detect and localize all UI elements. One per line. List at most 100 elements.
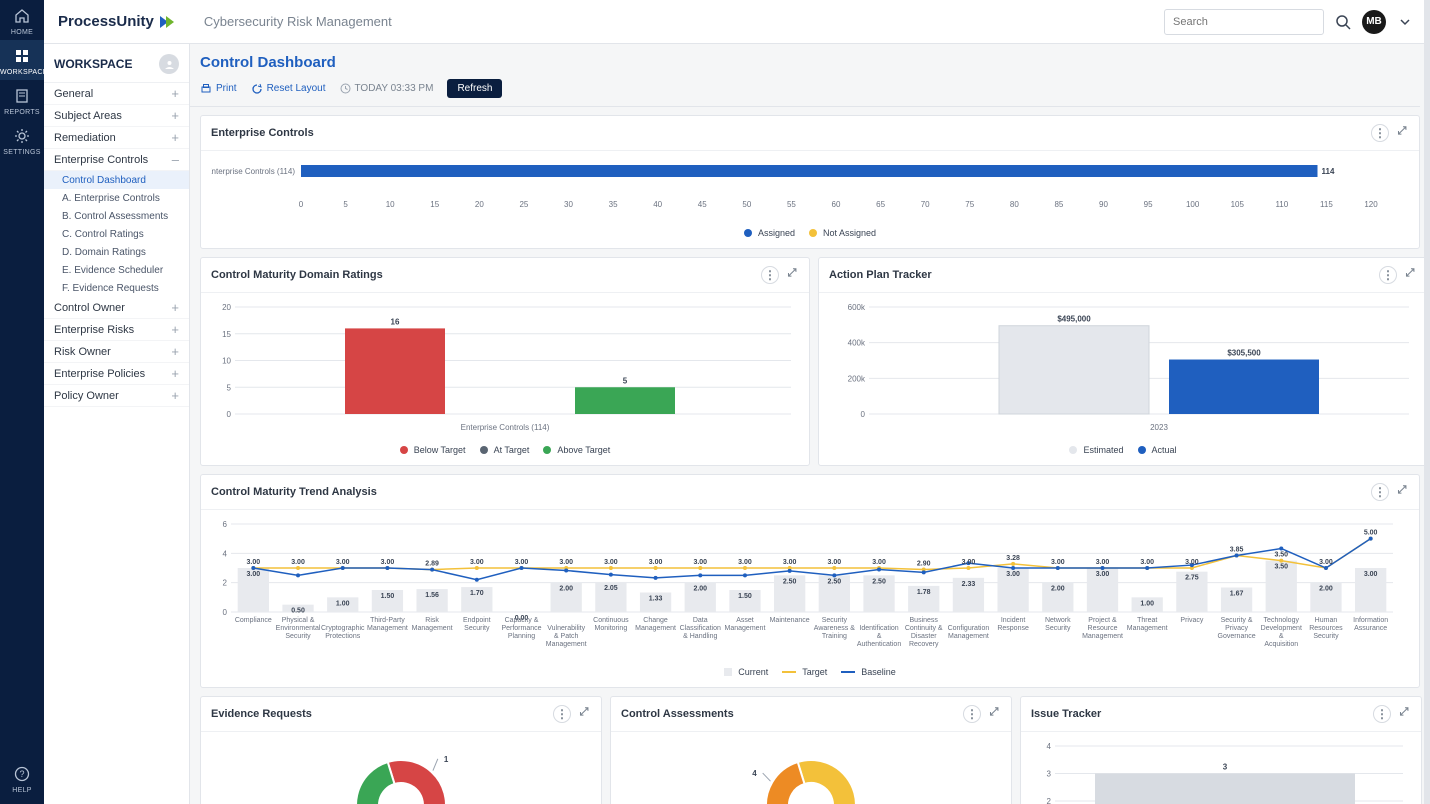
svg-text:Awareness &: Awareness & [814, 625, 855, 632]
sidebar-sub-item[interactable]: E. Evidence Scheduler [44, 261, 189, 279]
search-input[interactable] [1164, 9, 1324, 35]
svg-text:40: 40 [653, 200, 662, 209]
svg-text:2.75: 2.75 [1185, 575, 1199, 582]
sidebar-sub-item[interactable]: Control Dashboard [44, 171, 189, 189]
legend-item: Not Assigned [809, 228, 876, 238]
panel-menu[interactable]: ⋮ [963, 705, 981, 723]
svg-text:Enterprise Controls (114): Enterprise Controls (114) [211, 167, 295, 176]
sidebar-item[interactable]: Subject Areas+ [44, 105, 189, 127]
svg-text:Third-Party: Third-Party [370, 617, 405, 624]
svg-text:Authentication: Authentication [857, 641, 901, 648]
avatar[interactable]: MB [1362, 10, 1386, 34]
home-icon [14, 8, 30, 24]
sidebar-sub-item[interactable]: F. Evidence Requests [44, 279, 189, 297]
svg-text:3.00: 3.00 [1006, 571, 1020, 578]
svg-text:4: 4 [223, 549, 228, 558]
svg-text:& Handling: & Handling [683, 633, 717, 640]
rail-reports[interactable]: REPORTS [0, 80, 44, 120]
svg-text:3.00: 3.00 [559, 559, 573, 566]
svg-text:Capacity &: Capacity & [505, 617, 539, 624]
svg-text:0: 0 [299, 200, 304, 209]
rail-home[interactable]: HOME [0, 0, 44, 40]
svg-text:1.70: 1.70 [470, 590, 484, 597]
user-menu-chevron[interactable] [1394, 11, 1416, 33]
svg-text:3.50: 3.50 [1274, 552, 1288, 559]
brand: ProcessUnity [58, 13, 176, 31]
svg-text:15: 15 [222, 330, 231, 339]
svg-text:3.00: 3.00 [1051, 559, 1065, 566]
refresh-button[interactable]: Refresh [447, 79, 502, 98]
svg-text:Monitoring: Monitoring [595, 625, 628, 632]
svg-text:3: 3 [1223, 763, 1228, 772]
svg-text:2.00: 2.00 [693, 586, 707, 593]
svg-text:Security: Security [822, 617, 848, 624]
svg-text:1.00: 1.00 [336, 600, 350, 607]
sidebar-item[interactable]: Enterprise Risks+ [44, 319, 189, 341]
legend-item: At Target [480, 445, 530, 455]
panel-expand[interactable]: ⤢ [1395, 124, 1409, 138]
panel-menu[interactable]: ⋮ [1373, 705, 1391, 723]
panel-menu[interactable]: ⋮ [1371, 483, 1389, 501]
rail-workspace[interactable]: WORKSPACE [0, 40, 44, 80]
legend-item: Actual [1138, 445, 1177, 455]
svg-text:Recovery: Recovery [909, 641, 939, 648]
search-button[interactable] [1332, 11, 1354, 33]
expand-icon: + [171, 131, 179, 144]
svg-text:1.33: 1.33 [649, 595, 663, 602]
search-icon [1335, 14, 1351, 30]
panel-expand[interactable]: ⤢ [1397, 705, 1411, 719]
issues-chart: 012343A – NewIssue [1031, 740, 1411, 804]
sidebar-item[interactable]: Enterprise Policies+ [44, 363, 189, 385]
panel-expand[interactable]: ⤢ [785, 266, 799, 280]
svg-text:5: 5 [623, 376, 628, 385]
panel-menu[interactable]: ⋮ [553, 705, 571, 723]
svg-text:&: & [877, 633, 882, 640]
panel-title: Action Plan Tracker [829, 269, 932, 281]
rail-settings[interactable]: SETTINGS [0, 120, 44, 160]
svg-text:70: 70 [921, 200, 930, 209]
sidebar-sub-item[interactable]: D. Domain Ratings [44, 243, 189, 261]
panel-expand[interactable]: ⤢ [577, 705, 591, 719]
sidebar-sub-item[interactable]: A. Enterprise Controls [44, 189, 189, 207]
svg-text:3.00: 3.00 [291, 559, 305, 566]
svg-text:2.00: 2.00 [1051, 586, 1065, 593]
panel-expand[interactable]: ⤢ [1395, 483, 1409, 497]
assessments-donut: 134 [621, 740, 1001, 804]
panel-menu[interactable]: ⋮ [1371, 124, 1389, 142]
svg-text:30: 30 [564, 200, 573, 209]
svg-text:Acquisition: Acquisition [1264, 641, 1298, 648]
sidebar-sub-item[interactable]: B. Control Assessments [44, 207, 189, 225]
svg-text:Management: Management [948, 633, 989, 640]
sidebar-item[interactable]: Remediation+ [44, 127, 189, 149]
svg-text:Security: Security [1313, 633, 1339, 640]
panel-menu[interactable]: ⋮ [1379, 266, 1397, 284]
svg-text:3.50: 3.50 [1274, 564, 1288, 571]
sidebar-item[interactable]: General+ [44, 83, 189, 105]
sidebar-user-icon[interactable] [159, 54, 179, 74]
svg-text:110: 110 [1275, 200, 1288, 209]
svg-text:75: 75 [965, 200, 974, 209]
svg-text:?: ? [19, 769, 24, 779]
panel-expand[interactable]: ⤢ [1403, 266, 1417, 280]
reset-layout-button[interactable]: Reset Layout [251, 83, 326, 95]
print-button[interactable]: Print [200, 83, 237, 95]
svg-text:Disaster: Disaster [911, 633, 937, 640]
sidebar-item[interactable]: Policy Owner+ [44, 385, 189, 407]
expand-icon: + [171, 109, 179, 122]
rail-help[interactable]: ? HELP [0, 758, 44, 798]
panel-menu[interactable]: ⋮ [761, 266, 779, 284]
sidebar-item[interactable]: Control Owner+ [44, 297, 189, 319]
svg-text:Management: Management [725, 625, 766, 632]
svg-text:Resources: Resources [1309, 625, 1343, 632]
svg-text:Continuity &: Continuity & [905, 625, 943, 632]
svg-text:$495,000: $495,000 [1057, 315, 1091, 324]
panel-evidence: Evidence Requests ⋮⤢ 12 1. Past Due4. Fu… [200, 696, 602, 804]
svg-text:Enterprise Controls (114): Enterprise Controls (114) [461, 423, 550, 432]
sidebar-item[interactable]: Risk Owner+ [44, 341, 189, 363]
svg-text:1.78: 1.78 [917, 589, 931, 596]
sidebar-item[interactable]: Enterprise Controls– [44, 149, 189, 171]
svg-text:0: 0 [223, 608, 228, 617]
scrollbar[interactable] [1424, 0, 1430, 804]
panel-expand[interactable]: ⤢ [987, 705, 1001, 719]
sidebar-sub-item[interactable]: C. Control Ratings [44, 225, 189, 243]
